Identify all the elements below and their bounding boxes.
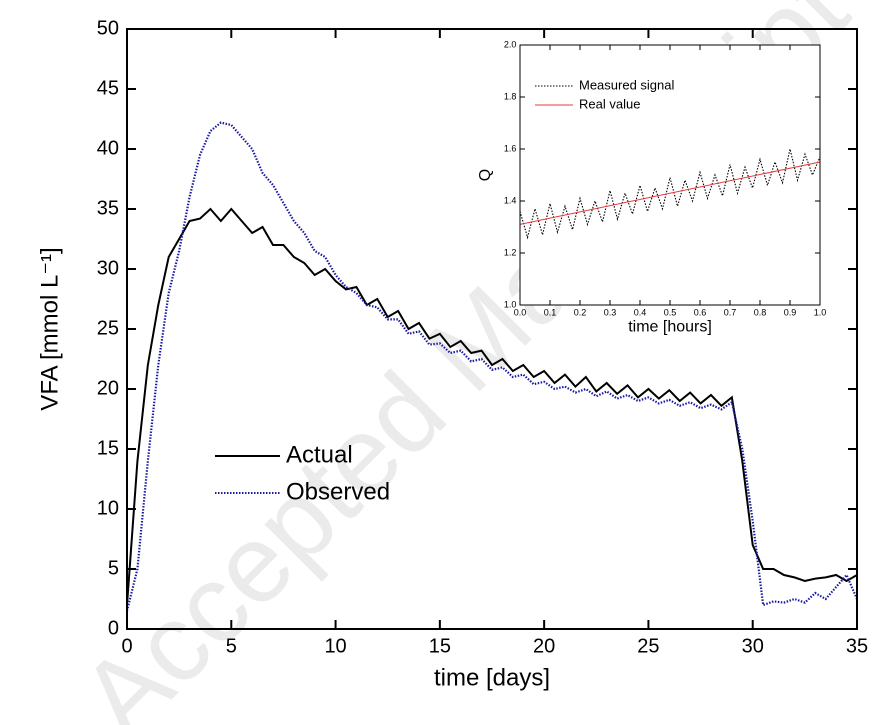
y-tick-label: 40: [97, 137, 119, 159]
x-tick-label: 15: [429, 635, 451, 657]
x-tick-label: 0.8: [754, 307, 767, 317]
y-tick-label: 35: [97, 197, 119, 219]
y-tick-label: 30: [97, 257, 119, 279]
y-tick-label: 45: [97, 77, 119, 99]
inset-background: [520, 45, 820, 305]
legend-label: Measured signal: [579, 77, 674, 92]
y-tick-label: 20: [97, 377, 119, 399]
x-axis-label: time [hours]: [628, 319, 712, 336]
series-line: [519, 161, 821, 225]
legend-label: Observed: [286, 478, 390, 505]
x-tick-label: 10: [324, 635, 346, 657]
x-tick-label: 0.0: [514, 307, 527, 317]
x-tick-label: 0.9: [784, 307, 797, 317]
x-tick-label: 20: [533, 635, 555, 657]
y-tick-label: 15: [97, 437, 119, 459]
x-tick-label: 5: [226, 635, 237, 657]
y-tick-label: 1.8: [504, 91, 517, 101]
x-tick-label: 0.7: [724, 307, 737, 317]
x-tick-label: 25: [637, 635, 659, 657]
legend-label: Real value: [579, 96, 640, 111]
x-tick-label: 0.3: [604, 307, 617, 317]
series-line: [519, 148, 821, 240]
y-tick-label: 1.4: [504, 195, 517, 205]
series-line: [125, 121, 859, 612]
y-tick-label: 1.0: [504, 299, 517, 309]
x-tick-label: 30: [742, 635, 764, 657]
x-tick-label: 0: [121, 635, 132, 657]
y-axis-label: Q: [477, 169, 494, 181]
x-tick-label: 0.2: [574, 307, 587, 317]
x-tick-label: 0.1: [544, 307, 557, 317]
y-tick-label: 10: [97, 497, 119, 519]
legend-label: Actual: [286, 441, 353, 468]
x-tick-label: 0.4: [634, 307, 647, 317]
y-tick-label: 5: [108, 557, 119, 579]
y-tick-label: 25: [97, 317, 119, 339]
x-tick-label: 0.6: [694, 307, 707, 317]
x-tick-label: 35: [846, 635, 868, 657]
x-tick-label: 0.5: [664, 307, 677, 317]
y-tick-label: 50: [97, 17, 119, 39]
y-tick-label: 1.2: [504, 247, 517, 257]
x-axis-label: time [days]: [434, 664, 550, 691]
y-tick-label: 2.0: [504, 39, 517, 49]
y-tick-label: 0: [108, 617, 119, 639]
x-tick-label: 1.0: [814, 307, 827, 317]
y-axis-label: VFA [mmol L⁻¹]: [36, 247, 63, 410]
y-tick-label: 1.6: [504, 143, 517, 153]
